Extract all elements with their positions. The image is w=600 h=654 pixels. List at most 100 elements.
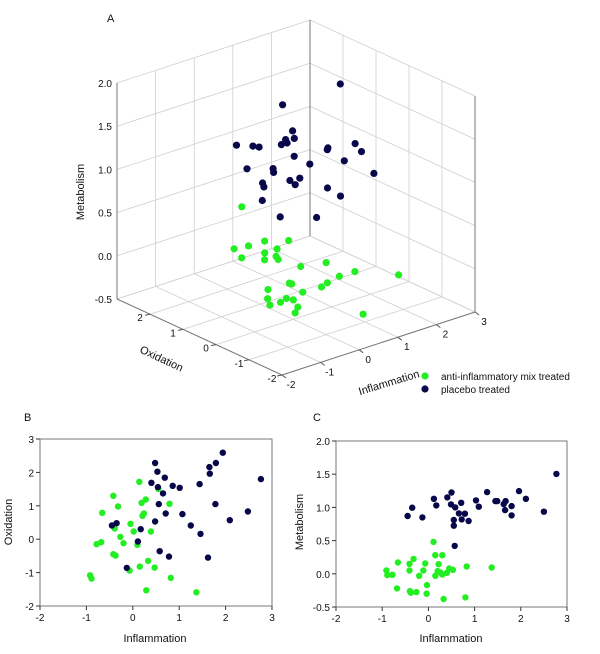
data-point bbox=[404, 512, 411, 520]
data-point bbox=[151, 459, 159, 467]
y-tick bbox=[177, 328, 184, 331]
back-wall-gridline-z bbox=[116, 192, 311, 257]
data-point bbox=[169, 482, 176, 489]
data-point bbox=[137, 526, 144, 533]
data-point bbox=[264, 295, 272, 303]
data-point bbox=[410, 555, 417, 563]
x-tick-label: 2 bbox=[443, 330, 449, 341]
data-point bbox=[93, 541, 100, 548]
data-point bbox=[134, 538, 142, 545]
axis-edge bbox=[116, 298, 283, 376]
data-point bbox=[154, 468, 161, 475]
data-point bbox=[448, 489, 455, 496]
data-point bbox=[232, 141, 241, 149]
y-tick-label: 2 bbox=[28, 468, 34, 479]
floor-gridline-y bbox=[182, 266, 377, 330]
data-point bbox=[244, 508, 252, 515]
y-tick-label: 0 bbox=[203, 344, 209, 355]
data-point bbox=[162, 510, 169, 517]
data-point bbox=[176, 484, 183, 491]
x-tick-label: -2 bbox=[287, 380, 296, 391]
panel-c-label: C bbox=[313, 412, 321, 424]
data-point bbox=[494, 497, 501, 505]
data-point bbox=[432, 572, 439, 579]
data-point bbox=[323, 184, 332, 192]
data-point bbox=[465, 517, 472, 525]
data-point bbox=[540, 508, 548, 515]
x-tick-label: 1 bbox=[472, 614, 478, 625]
data-point bbox=[260, 183, 268, 191]
data-point bbox=[294, 303, 302, 311]
data-point bbox=[407, 589, 414, 596]
data-point bbox=[296, 174, 304, 182]
data-point bbox=[261, 237, 269, 245]
x-tick-label: 3 bbox=[564, 614, 570, 625]
data-point bbox=[462, 594, 469, 601]
y-tick-label: -2 bbox=[268, 374, 277, 385]
x-tick-label: 2 bbox=[518, 614, 524, 625]
data-point bbox=[117, 533, 124, 541]
x-tick-label: -2 bbox=[36, 613, 45, 624]
legend-marker-anti bbox=[421, 372, 429, 380]
x-tick-label: -1 bbox=[325, 367, 334, 378]
y-tick-label: 0.5 bbox=[316, 537, 330, 548]
data-point bbox=[393, 585, 401, 592]
data-point bbox=[501, 506, 509, 514]
data-point bbox=[297, 262, 305, 271]
data-point bbox=[286, 176, 294, 185]
data-point bbox=[276, 298, 285, 306]
data-point bbox=[416, 572, 423, 579]
floor-gridline-y bbox=[215, 281, 410, 345]
data-point bbox=[508, 502, 515, 510]
data-point bbox=[475, 503, 482, 510]
y-tick-label: 1.5 bbox=[316, 470, 330, 481]
data-point bbox=[290, 134, 298, 142]
panel-c-scatter: C -2 -1 0 1 2 3 -0.5 0.0 0.5 1.0 1.5 2.0 Inflammati… bbox=[294, 412, 570, 645]
data-point bbox=[458, 516, 465, 523]
data-point bbox=[282, 294, 290, 302]
y-tick-label: 2 bbox=[137, 313, 143, 324]
data-point bbox=[266, 301, 274, 309]
y-tick bbox=[210, 344, 217, 347]
a-xlabel: Inflammation bbox=[357, 368, 421, 398]
x-tick-label: 2 bbox=[223, 613, 229, 624]
data-point bbox=[323, 279, 331, 287]
data-point bbox=[238, 203, 246, 211]
data-point bbox=[219, 449, 226, 456]
data-point bbox=[127, 520, 134, 527]
side-wall-gridline-z bbox=[309, 62, 476, 140]
panel-b-scatter: B -2 -1 0 1 2 3 -2 -1 0 1 2 3 Inflammation Oxidatio… bbox=[3, 412, 275, 645]
data-point bbox=[136, 563, 143, 570]
data-point bbox=[277, 141, 285, 149]
data-point bbox=[423, 581, 431, 589]
data-point bbox=[112, 552, 119, 559]
data-point bbox=[357, 148, 366, 156]
data-point bbox=[351, 268, 359, 276]
z-tick-label: 1.0 bbox=[98, 165, 112, 176]
y-tick-label: -1 bbox=[235, 359, 244, 370]
data-point bbox=[458, 499, 465, 506]
data-point bbox=[144, 557, 152, 565]
data-point bbox=[351, 140, 359, 148]
x-tick bbox=[397, 336, 403, 341]
y-tick-label: -2 bbox=[25, 602, 34, 613]
data-point bbox=[99, 509, 106, 516]
data-point bbox=[279, 101, 287, 109]
data-point bbox=[306, 160, 314, 168]
data-point bbox=[238, 254, 246, 262]
c-xlabel: Inflammation bbox=[420, 633, 483, 645]
data-point bbox=[143, 587, 150, 594]
y-tick-label: 0 bbox=[28, 535, 34, 546]
data-point bbox=[197, 530, 204, 538]
data-point bbox=[463, 563, 470, 570]
data-point bbox=[422, 560, 429, 567]
legend-label-placebo: placebo treated bbox=[441, 385, 510, 396]
data-point bbox=[269, 165, 277, 173]
a-zlabel: Metabolism bbox=[75, 164, 87, 220]
data-point bbox=[322, 259, 330, 267]
data-point bbox=[483, 488, 491, 496]
z-tick-label: 1.5 bbox=[98, 122, 112, 133]
data-point bbox=[206, 463, 213, 471]
x-tick bbox=[358, 349, 364, 354]
data-point bbox=[212, 459, 220, 467]
